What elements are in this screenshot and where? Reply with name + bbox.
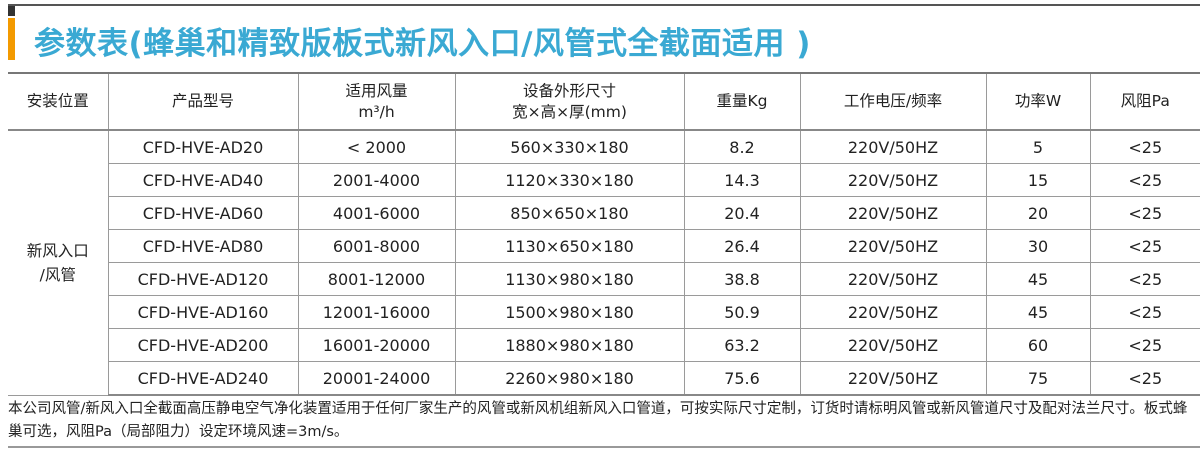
cell-airflow: 20001-24000 [297,361,456,396]
cell-voltage: 220V/50HZ [799,361,987,396]
cell-power: 60 [985,328,1091,362]
cell-power: 45 [985,262,1091,296]
cell-airflow: 8001-12000 [297,262,456,296]
table-row: 新风入口/风管 CFD-HVE-AD20 < 2000 560×330×180 8.2 2… [8,129,1200,396]
cell-model: CFD-HVE-AD40 [108,163,299,197]
header-airflow: 适用风量 m³/h [297,72,456,131]
cell-model: CFD-HVE-AD240 [108,361,299,396]
top-rule [8,4,1200,6]
header-model: 产品型号 [107,72,299,131]
header-voltage: 工作电压/频率 [799,72,987,131]
cell-model: CFD-HVE-AD80 [108,229,299,263]
footnote: 本公司风管/新风入口全截面高压静电空气净化装置适用于任何厂家生产的风管或新风机组… [8,401,1188,440]
cell-dimensions: 1130×980×180 [454,262,685,296]
table-row: CFD-HVE-AD60 4001-6000 850×650×180 20.4 220V… [8,196,1200,230]
cell-resistance: <25 [1089,129,1200,164]
cell-dimensions: 1880×980×180 [454,328,685,362]
cell-power: 20 [985,196,1091,230]
table-row: CFD-HVE-AD40 2001-4000 1120×330×180 14.3 220… [8,163,1200,197]
header-power: 功率W [985,72,1091,131]
cell-weight: 75.6 [683,361,801,396]
parameter-table: 安装位置 产品型号 适用风量 m³/h 设备外形尺寸 宽×高×厚(mm) 重量Kg … [8,72,1200,396]
header-dimensions: 设备外形尺寸 宽×高×厚(mm) [454,72,685,131]
cell-voltage: 220V/50HZ [799,328,987,362]
cell-airflow: < 2000 [297,129,456,164]
cell-voltage: 220V/50HZ [799,295,987,329]
cell-weight: 8.2 [683,129,801,164]
cell-model: CFD-HVE-AD20 [107,129,299,164]
cell-weight: 63.2 [683,328,801,362]
cell-resistance: <25 [1089,262,1200,296]
header-row: 安装位置 产品型号 适用风量 m³/h 设备外形尺寸 宽×高×厚(mm) 重量Kg … [8,72,1200,131]
cell-dimensions: 850×650×180 [454,196,685,230]
cell-resistance: <25 [1089,361,1200,396]
table-row: CFD-HVE-AD120 8001-12000 1130×980×180 38.8 2… [8,262,1200,296]
cell-weight: 26.4 [683,229,801,263]
header-weight: 重量Kg [683,72,801,131]
cell-resistance: <25 [1089,328,1200,362]
table-row: CFD-HVE-AD80 6001-8000 1130×650×180 26.4 220… [8,229,1200,263]
page-title: 参数表(蜂巢和精致版板式新风入口/风管式全截面适用 ) [34,26,811,62]
cell-resistance: <25 [1089,295,1200,329]
cell-model: CFD-HVE-AD60 [108,196,299,230]
table-row: CFD-HVE-AD240 20001-24000 2260×980×180 75.6… [8,361,1200,396]
cell-voltage: 220V/50HZ [799,163,987,197]
cell-airflow: 2001-4000 [297,163,456,197]
table-row: CFD-HVE-AD160 12001-16000 1500×980×180 50.9… [8,295,1200,329]
cell-dimensions: 560×330×180 [454,129,685,164]
cell-voltage: 220V/50HZ [799,129,987,164]
cell-resistance: <25 [1089,196,1200,230]
title-marker-dark [8,6,15,16]
cell-location: 新风入口/风管 [8,129,109,396]
cell-resistance: <25 [1089,229,1200,263]
cell-weight: 14.3 [683,163,801,197]
cell-dimensions: 1500×980×180 [454,295,685,329]
cell-model: CFD-HVE-AD120 [108,262,299,296]
cell-airflow: 4001-6000 [297,196,456,230]
cell-voltage: 220V/50HZ [799,196,987,230]
cell-power: 45 [985,295,1091,329]
cell-power: 5 [985,129,1091,164]
cell-power: 15 [985,163,1091,197]
cell-resistance: <25 [1089,163,1200,197]
cell-weight: 38.8 [683,262,801,296]
cell-dimensions: 1130×650×180 [454,229,685,263]
header-resistance: 风阻Pa [1089,72,1200,131]
cell-weight: 20.4 [683,196,801,230]
title-marker-orange [8,18,15,60]
header-location: 安装位置 [8,72,109,131]
cell-voltage: 220V/50HZ [799,229,987,263]
cell-airflow: 6001-8000 [297,229,456,263]
cell-power: 30 [985,229,1091,263]
cell-voltage: 220V/50HZ [799,262,987,296]
cell-airflow: 16001-20000 [297,328,456,362]
cell-weight: 50.9 [683,295,801,329]
table-row: CFD-HVE-AD200 16001-20000 1880×980×180 63.2… [8,328,1200,362]
cell-model: CFD-HVE-AD160 [108,295,299,329]
cell-dimensions: 2260×980×180 [454,361,685,396]
cell-power: 75 [985,361,1091,396]
cell-model: CFD-HVE-AD200 [108,328,299,362]
cell-dimensions: 1120×330×180 [454,163,685,197]
cell-airflow: 12001-16000 [297,295,456,329]
bottom-rule [8,446,1200,448]
